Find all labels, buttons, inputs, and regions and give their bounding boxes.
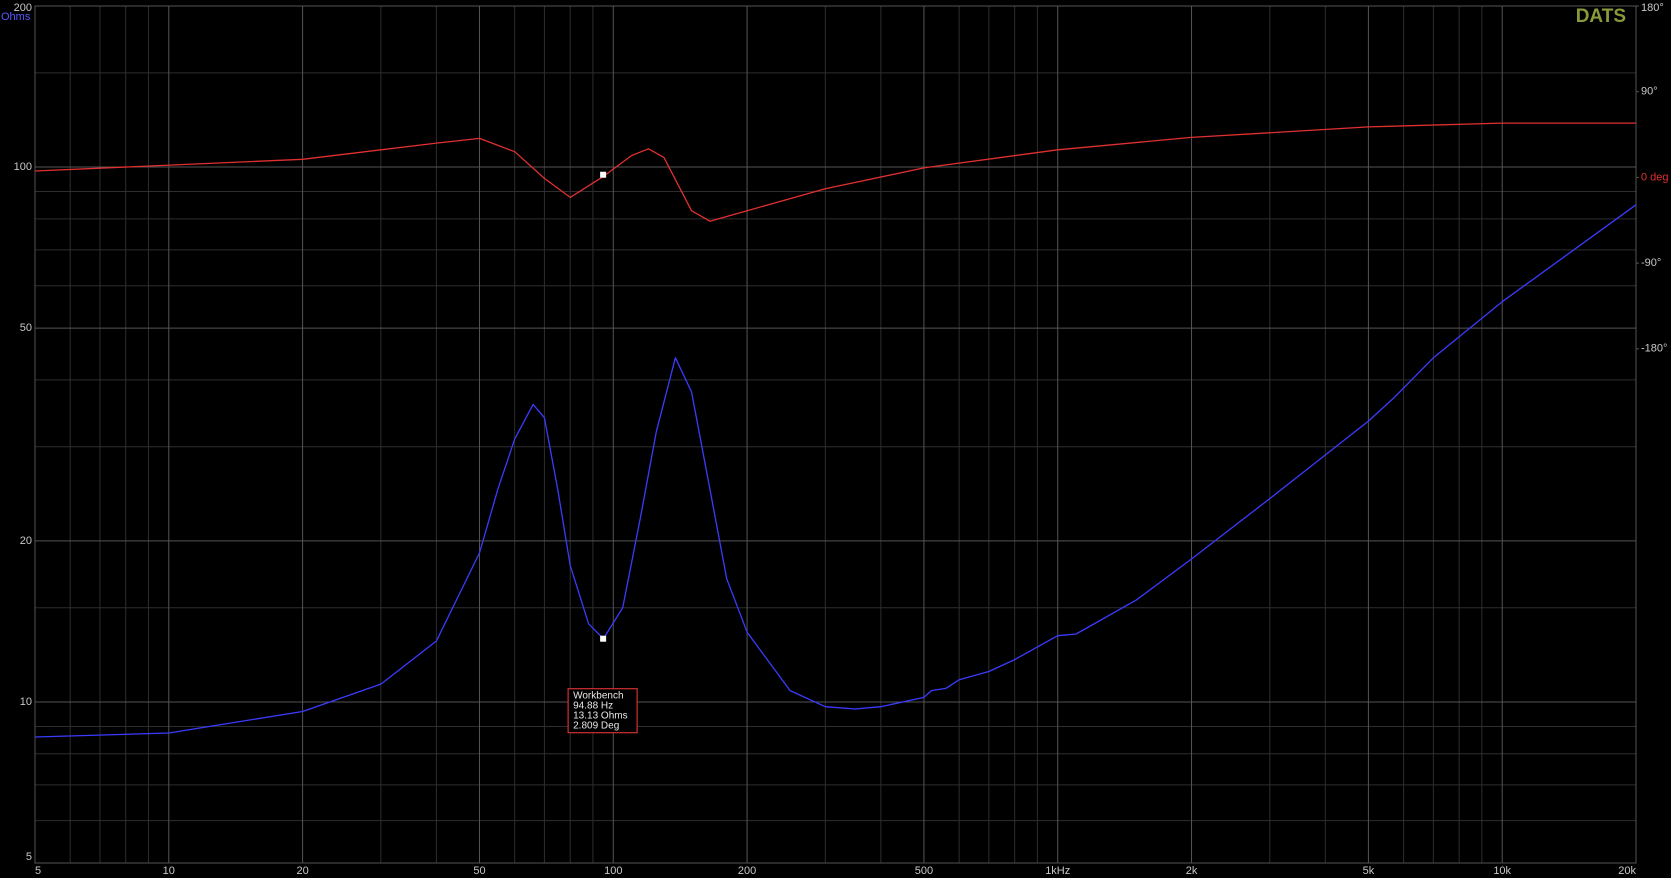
y2-tick-label: 0 deg [1641, 171, 1669, 183]
y-tick-label: 20 [20, 535, 32, 547]
y-axis-label: Ohms [1, 11, 31, 23]
y-tick-label: 10 [20, 696, 32, 708]
y2-tick-label: -180° [1641, 343, 1667, 355]
x-tick-label: 10k [1493, 865, 1511, 877]
x-tick-label: 500 [915, 865, 933, 877]
cursor-marker [600, 171, 607, 178]
y2-tick-label: 90° [1641, 86, 1658, 98]
x-tick-label: 20k [1618, 865, 1636, 877]
cursor-label: 94.88 Hz [573, 700, 613, 711]
y2-tick-label: -90° [1641, 257, 1661, 269]
x-tick-label: 5 [35, 865, 41, 877]
x-tick-label: 50 [473, 865, 485, 877]
x-tick-label: 100 [604, 865, 622, 877]
x-tick-label: 200 [738, 865, 756, 877]
data-line [34, 122, 1636, 222]
brand: DATS [1576, 6, 1626, 27]
data-line [34, 204, 1637, 738]
y2-tick-label: 180° [1641, 2, 1664, 14]
x-tick-label: 5k [1363, 865, 1375, 877]
x-tick-label: 10 [163, 865, 175, 877]
cursor-label: 2.809 Deg [573, 720, 619, 731]
plot-frame [34, 5, 1637, 864]
y-tick-label: 50 [20, 322, 32, 334]
cursor-box [567, 688, 638, 734]
y-tick-label: 5 [26, 851, 32, 863]
cursor-marker [600, 635, 607, 642]
x-tick-label: 1kHz [1045, 865, 1070, 877]
cursor-label: 13.13 Ohms [573, 710, 627, 721]
x-tick-label: 2k [1186, 865, 1198, 877]
cursor-title: Workbench [573, 690, 623, 701]
y-tick-label: 200 [14, 2, 32, 14]
y-tick-label: 100 [14, 161, 32, 173]
x-tick-label: 20 [296, 865, 308, 877]
